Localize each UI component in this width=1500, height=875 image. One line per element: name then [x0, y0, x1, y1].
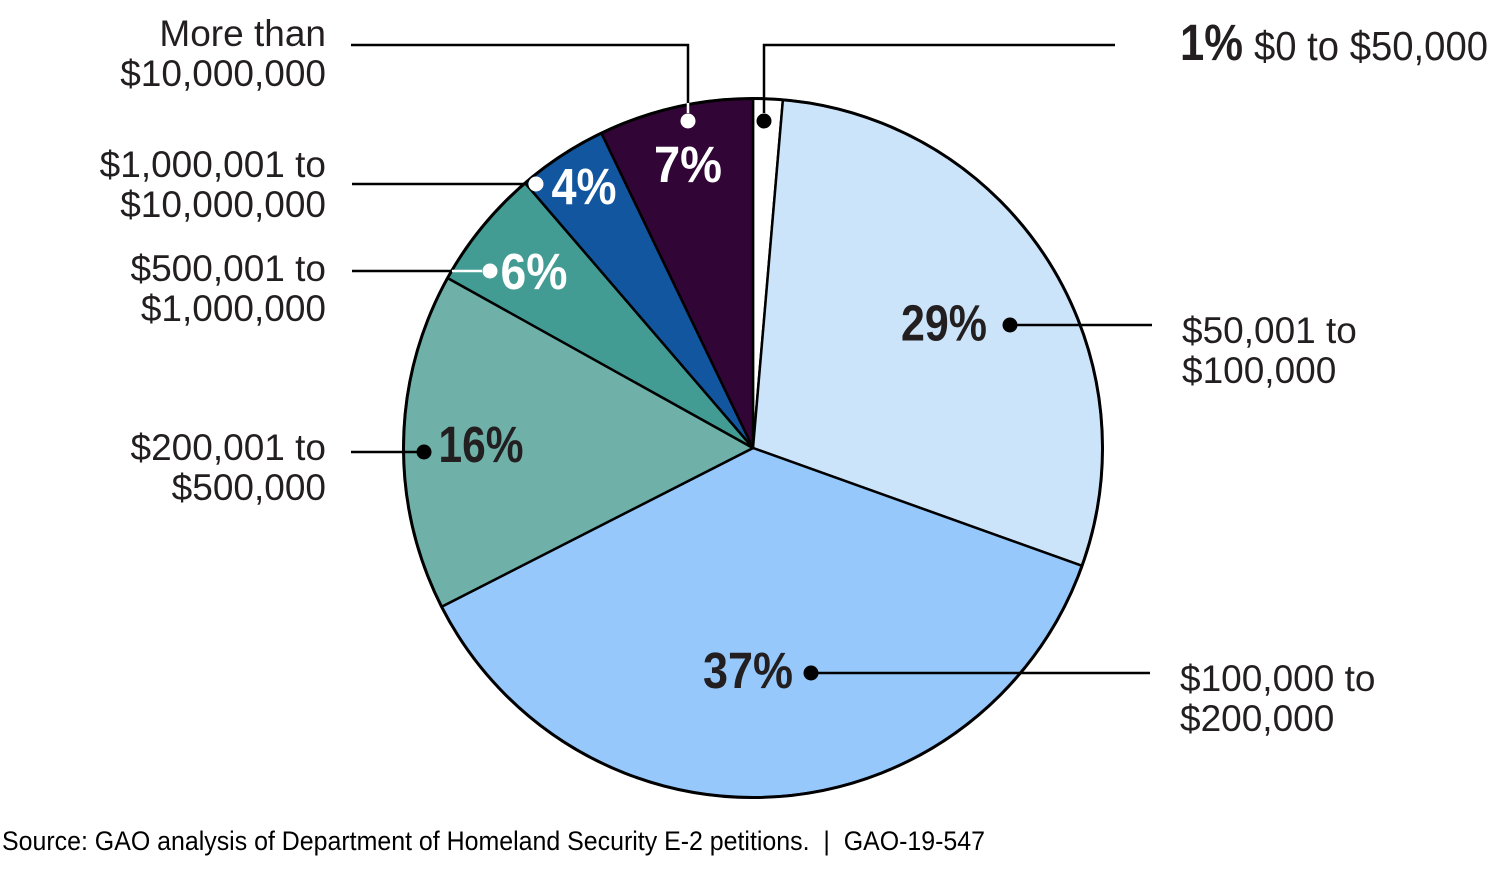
svg-text:29%: 29%	[901, 295, 987, 352]
svg-text:$0 to $50,000: $0 to $50,000	[1254, 23, 1488, 69]
svg-text:$100,000 to: $100,000 to	[1180, 658, 1375, 699]
svg-text:$10,000,000: $10,000,000	[120, 184, 326, 225]
svg-text:More than: More than	[159, 13, 326, 54]
svg-text:1%: 1%	[1180, 14, 1243, 71]
svg-text:Source: GAO analysis of Depart: Source: GAO analysis of Department of Ho…	[2, 826, 985, 856]
svg-text:$500,000: $500,000	[172, 467, 326, 508]
svg-text:16%: 16%	[439, 416, 524, 473]
svg-text:37%: 37%	[703, 642, 793, 699]
svg-text:6%: 6%	[501, 243, 568, 300]
svg-text:$50,001 to: $50,001 to	[1182, 310, 1357, 351]
svg-text:$1,000,000: $1,000,000	[141, 288, 326, 329]
svg-text:$1,000,001 to: $1,000,001 to	[100, 144, 326, 185]
svg-text:$100,000: $100,000	[1182, 350, 1336, 391]
svg-text:$200,001 to: $200,001 to	[131, 427, 326, 468]
svg-text:4%: 4%	[552, 158, 617, 215]
svg-text:$500,001 to: $500,001 to	[131, 248, 326, 289]
svg-text:$10,000,000: $10,000,000	[120, 53, 326, 94]
svg-text:7%: 7%	[654, 136, 722, 193]
svg-text:$200,000: $200,000	[1180, 698, 1334, 739]
